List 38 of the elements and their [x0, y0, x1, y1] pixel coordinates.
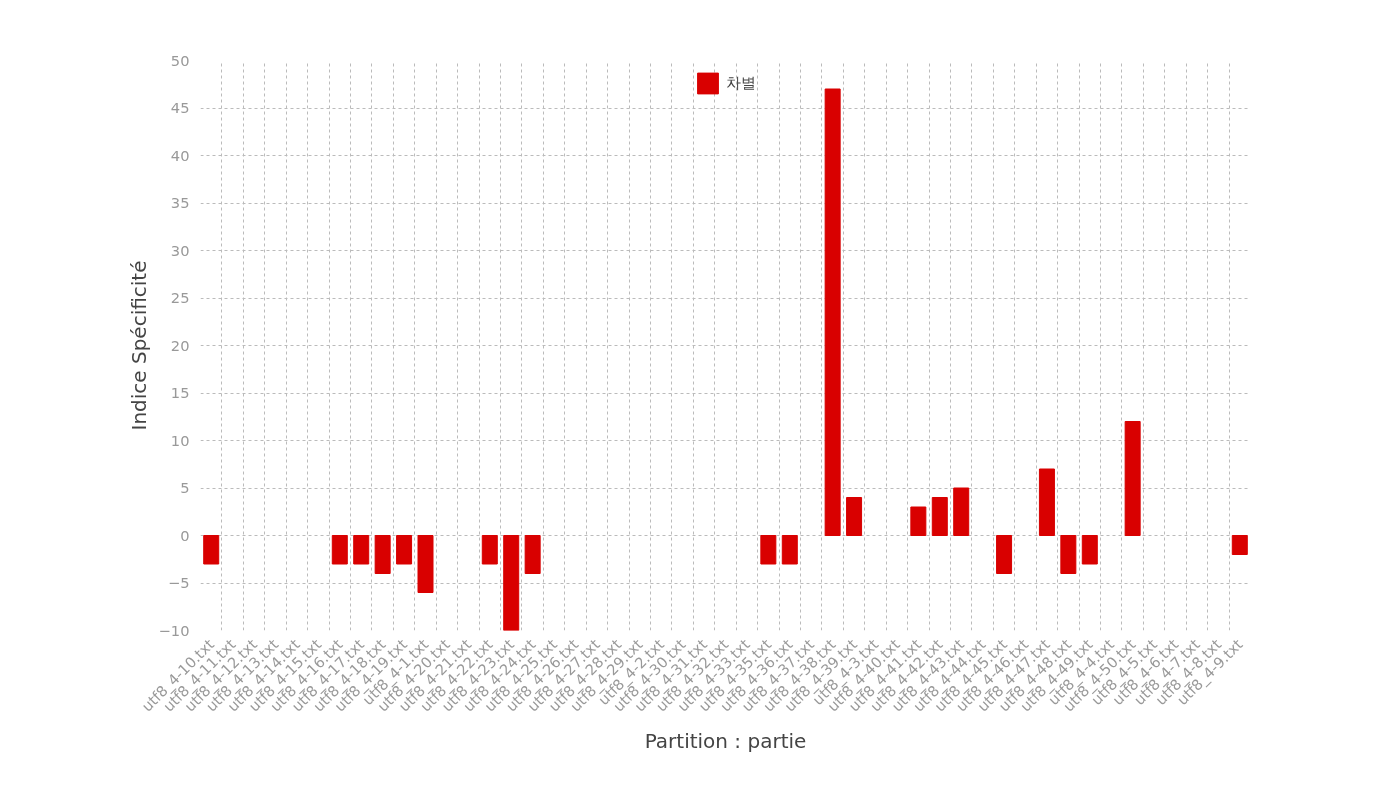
y-tick-label: −5 — [167, 574, 190, 591]
bar — [1081, 535, 1098, 565]
bar — [524, 535, 541, 574]
bar — [760, 535, 777, 565]
y-tick-label: −10 — [158, 621, 190, 639]
y-tick-label: 0 — [180, 526, 190, 544]
y-tick-label: 20 — [170, 336, 190, 354]
bar — [824, 88, 841, 536]
bar — [203, 535, 220, 565]
bar — [396, 535, 413, 565]
y-tick-label: 15 — [170, 384, 190, 401]
bar — [1124, 421, 1141, 536]
bar — [1038, 468, 1055, 536]
bar — [374, 535, 391, 574]
y-tick-label: 5 — [180, 479, 190, 496]
bar — [353, 535, 370, 565]
y-tick-label: 35 — [170, 194, 190, 211]
y-tick-label: 30 — [170, 241, 190, 259]
bar — [953, 487, 970, 536]
bar — [846, 497, 863, 536]
bar — [931, 497, 948, 536]
y-tick-label: 40 — [170, 146, 190, 164]
y-tick-label: 50 — [170, 51, 190, 69]
y-tick-label: 25 — [170, 289, 190, 306]
legend-label: 차별 — [725, 73, 756, 93]
bar — [331, 535, 348, 565]
bar — [996, 535, 1013, 574]
bar — [1060, 535, 1077, 574]
y-axis-title: Indice Spécificité — [126, 260, 151, 431]
bar — [781, 535, 798, 565]
bar — [1231, 535, 1248, 555]
x-axis-title: Partition : partie — [644, 728, 807, 753]
y-tick-label: 45 — [170, 99, 190, 116]
bar — [910, 506, 927, 536]
bar — [503, 535, 520, 631]
bar — [481, 535, 498, 565]
bar — [417, 535, 434, 593]
y-tick-label: 10 — [170, 431, 190, 449]
